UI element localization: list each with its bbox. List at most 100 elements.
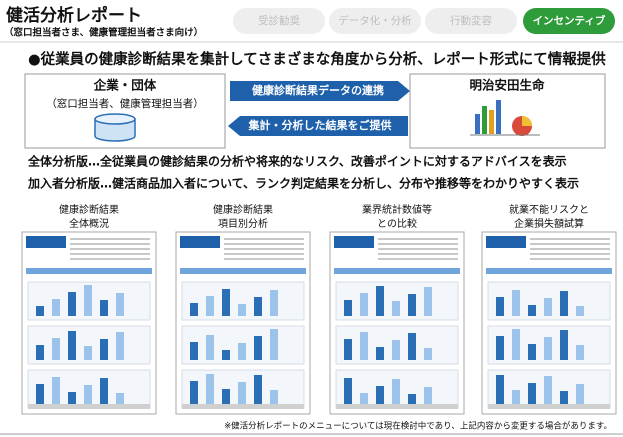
- thumb-line: [70, 238, 150, 240]
- thumb-bar: [84, 285, 92, 316]
- thumb-bar: [544, 337, 552, 360]
- thumb-bar: [52, 338, 60, 360]
- thumb-bar: [116, 332, 124, 360]
- thumb-bar: [238, 382, 246, 404]
- arrow-label: 健康診断結果データの連携: [252, 83, 384, 97]
- subtitle: （窓口担当者さま、健康管理担当者さま向け）: [4, 27, 203, 39]
- tabs: 受診勧奨データ化・分析行動変容インセンティブ: [233, 8, 615, 34]
- thumb-band: [180, 268, 306, 274]
- thumb-bar: [576, 306, 584, 316]
- thumb-header: [26, 236, 66, 248]
- thumb-bar: [116, 393, 124, 404]
- report-caption: 項目別分析: [218, 217, 268, 230]
- thumb-bar: [254, 375, 262, 404]
- right-title: 明治安田生命: [469, 78, 545, 93]
- thumb-header: [486, 236, 526, 248]
- report-thumbnail: [482, 232, 616, 414]
- database-icon: [95, 114, 135, 141]
- thumb-bar: [254, 336, 262, 360]
- thumb-bar: [344, 300, 352, 316]
- thumb-footer: [488, 404, 610, 409]
- thumb-bar: [206, 374, 214, 404]
- thumb-bar: [52, 299, 60, 316]
- thumb-bar: [190, 303, 198, 316]
- arrow-label: 集計・分析した結果をご提供: [248, 118, 392, 132]
- reports: 健康診断結果全体概況健康診断結果項目別分析業界統計数値等との比較就業不能リスクと…: [22, 203, 616, 414]
- thumb-bar: [376, 286, 384, 316]
- thumb-line: [378, 253, 458, 255]
- thumb-bar: [560, 391, 568, 404]
- title: 健活分析レポート: [6, 5, 142, 26]
- thumb-bar: [84, 346, 92, 360]
- thumb-footer: [182, 404, 304, 409]
- thumb-bar: [544, 376, 552, 404]
- thumb-bar: [270, 329, 278, 360]
- report-thumbnail: [176, 232, 310, 414]
- thumb-bar: [376, 347, 384, 360]
- tab-label: 受診勧奨: [258, 14, 300, 27]
- footnote: ※健活分析レポートのメニューについては現在検討中であり、上記内容から変更する場合…: [224, 421, 612, 432]
- thumb-bar: [116, 293, 124, 316]
- thumb-line: [70, 248, 150, 250]
- thumb-bar: [190, 342, 198, 360]
- thumb-bar: [36, 345, 44, 360]
- thumb-bar: [36, 384, 44, 404]
- thumb-bar: [254, 297, 262, 316]
- thumb-bar: [528, 305, 536, 316]
- thumb-line: [530, 258, 610, 260]
- report-thumbnail: [330, 232, 464, 414]
- thumb-bar: [270, 290, 278, 316]
- thumb-band: [26, 268, 152, 274]
- thumb-bar: [512, 329, 520, 360]
- thumb-bar: [238, 343, 246, 360]
- thumb-line: [378, 243, 458, 245]
- thumb-bar: [496, 336, 504, 360]
- thumb-line: [530, 238, 610, 240]
- thumb-bar: [238, 304, 246, 316]
- thumb-bar: [222, 389, 230, 404]
- thumb-line: [378, 258, 458, 260]
- thumb-line: [70, 258, 150, 260]
- report-thumbnail: [22, 232, 156, 414]
- thumb-bar: [68, 392, 76, 404]
- thumb-line: [224, 258, 304, 260]
- thumb-band: [334, 268, 460, 274]
- thumb-line: [530, 248, 610, 250]
- thumb-header: [334, 236, 374, 248]
- left-title: 企業・団体: [93, 78, 157, 93]
- thumb-bar: [270, 390, 278, 404]
- thumb-line: [224, 238, 304, 240]
- thumb-bar: [36, 306, 44, 316]
- thumb-bar: [100, 300, 108, 316]
- thumb-bar: [344, 378, 352, 404]
- thumb-bar: [496, 297, 504, 316]
- thumb-line: [224, 248, 304, 250]
- thumb-footer: [336, 404, 458, 409]
- thumb-bar: [206, 296, 214, 316]
- report-caption: 企業損失額試算: [514, 217, 584, 230]
- thumb-band: [486, 268, 612, 274]
- headline: ●従業員の健康診断結果を集計してさまざまな角度から分析、レポート形式にて情報提供: [28, 50, 606, 68]
- thumb-bar: [68, 292, 76, 316]
- thumb-bar: [408, 333, 416, 360]
- thumb-bar: [560, 330, 568, 360]
- thumb-bar: [392, 301, 400, 316]
- thumb-line: [530, 243, 610, 245]
- thumb-bar: [576, 345, 584, 360]
- thumb-bar: [544, 298, 552, 316]
- thumb-bar: [68, 331, 76, 360]
- thumb-bar: [408, 294, 416, 316]
- thumb-bar: [576, 384, 584, 404]
- thumb-bar: [408, 394, 416, 404]
- thumb-bar: [512, 390, 520, 404]
- thumb-bar: [360, 293, 368, 316]
- report-caption: 全体概況: [69, 217, 109, 230]
- thumb-bar: [424, 387, 432, 404]
- thumb-bar: [528, 383, 536, 404]
- thumb-bar: [560, 291, 568, 316]
- thumb-bar: [222, 289, 230, 316]
- thumb-line: [378, 248, 458, 250]
- thumb-bar: [190, 381, 198, 404]
- slide: 健活分析レポート （窓口担当者さま、健康管理担当者さま向け） 受診勧奨データ化・…: [0, 0, 623, 437]
- thumb-line: [530, 253, 610, 255]
